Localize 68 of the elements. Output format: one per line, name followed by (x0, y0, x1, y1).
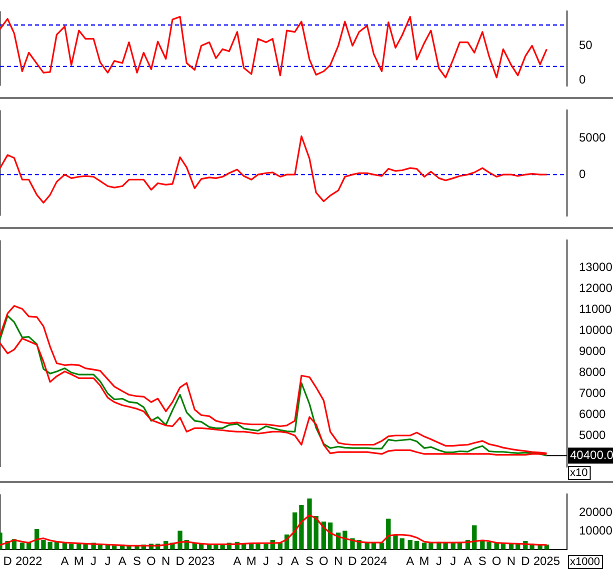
text: x10 (570, 467, 588, 480)
x-tick-label: J (263, 554, 270, 568)
x-tick-label: J (277, 554, 284, 568)
x-tick-label: 2024 (360, 554, 388, 568)
y-tick-label: 13000 (579, 260, 613, 274)
y-tick-label: 7000 (579, 386, 606, 400)
x-tick-label: 2023 (188, 554, 215, 568)
y-tick-label: 6000 (579, 406, 606, 421)
annotation: 40400.0 (570, 448, 613, 462)
x-tick-label: S (478, 554, 486, 568)
x-tick-label: D (348, 554, 358, 568)
x-tick-label: A (233, 554, 242, 568)
y-tick-label: 5000 (579, 428, 606, 442)
y-tick-label: 10000 (579, 322, 613, 337)
bar (314, 516, 318, 550)
bar (299, 504, 304, 550)
x-tick-label: J (436, 554, 442, 568)
x-tick-label: N (162, 554, 170, 568)
bar (76, 544, 82, 550)
x-tick-label: M (419, 554, 430, 568)
x-tick-label: M (74, 554, 84, 568)
x-tick-label: A (60, 554, 69, 568)
y-tick-label: 12000 (579, 280, 613, 295)
bar (20, 542, 25, 550)
bar (422, 542, 427, 550)
x-tick-label: O (318, 554, 328, 568)
bar (414, 540, 420, 550)
x-tick-label: D (176, 554, 185, 568)
x-tick-label: 2022 (15, 554, 42, 568)
x-tick-label: S (305, 554, 314, 568)
x-tick-label: J (90, 554, 97, 568)
x-tick-label: D (3, 554, 12, 568)
x-tick-label: M (246, 554, 256, 568)
y-tick-label: 0 (579, 72, 586, 87)
x-tick-label: 2025 (533, 554, 560, 568)
bar (386, 518, 391, 550)
bar (400, 538, 404, 550)
x-tick-label: D (521, 554, 530, 568)
x-tick-label: O (492, 554, 502, 568)
x-tick-label: S (133, 554, 142, 568)
text: x1000 (570, 556, 600, 568)
x-tick-label: A (118, 554, 126, 568)
x-tick-label: A (464, 554, 472, 568)
y-tick-label: 8000 (579, 364, 606, 379)
bar (69, 544, 74, 550)
bar (178, 530, 182, 550)
y-tick-label: 20000 (579, 504, 613, 519)
bar (264, 544, 268, 550)
bar (41, 540, 46, 550)
x-tick-label: N (506, 554, 516, 568)
bar (342, 530, 348, 550)
y-tick-label: 0 (579, 166, 586, 181)
y-tick-label: 5000 (579, 130, 606, 145)
y-tick-label: 9000 (579, 344, 606, 358)
y-tick-label: 11000 (579, 302, 612, 316)
x-tick-label: A (290, 554, 299, 568)
bar (428, 542, 434, 550)
bar (307, 498, 312, 550)
x-tick-label: N (334, 554, 343, 568)
x-tick-label: A (406, 554, 414, 568)
x-tick-label: O (146, 554, 156, 568)
bar (48, 542, 52, 550)
x-tick-label: J (450, 554, 456, 568)
x-tick-label: J (104, 554, 111, 568)
y-tick-label: 10000 (579, 523, 613, 538)
bar (393, 534, 398, 550)
bar (408, 540, 412, 550)
y-tick-label: 50 (579, 38, 593, 52)
